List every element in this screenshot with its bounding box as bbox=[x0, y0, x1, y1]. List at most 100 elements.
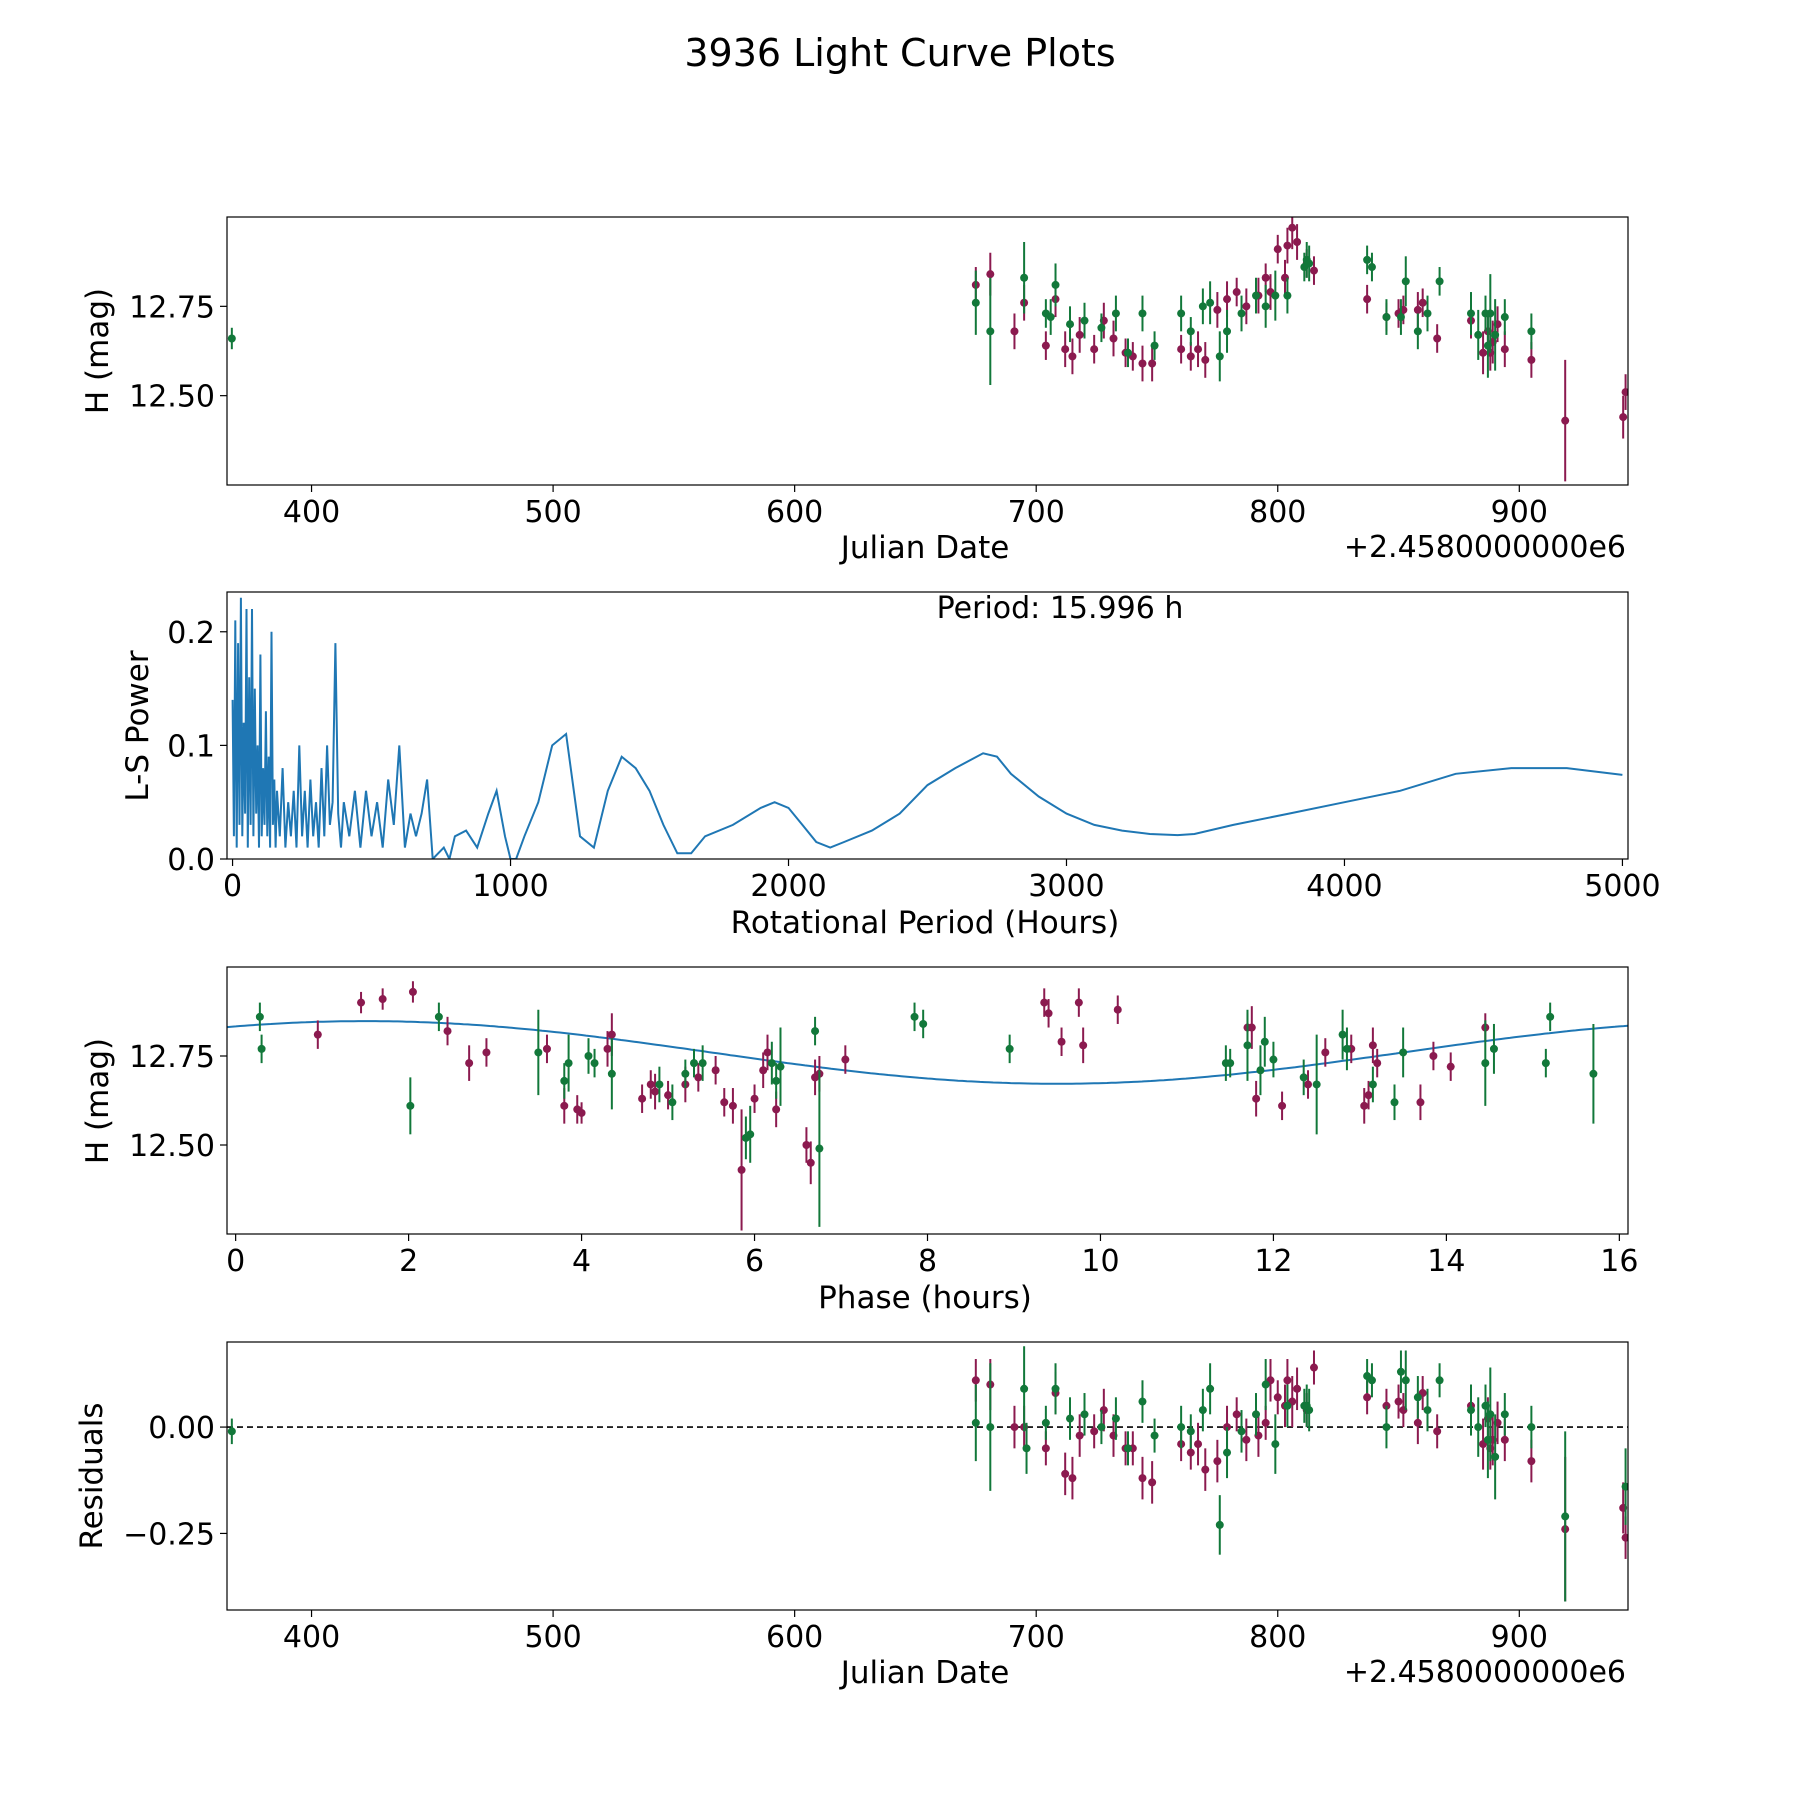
residuals-filter_b-point bbox=[1177, 1405, 1186, 1449]
data-marker bbox=[1201, 1465, 1210, 1474]
lightcurve-filter_b-point bbox=[1401, 256, 1410, 307]
phased-panel: 0 2 4 6 8 10 12 14 16 12.50 12.75 Phase (hours) H … bbox=[80, 966, 1638, 1316]
data-marker bbox=[1020, 1384, 1029, 1393]
data-marker bbox=[1066, 320, 1075, 329]
phased-filter_a-point bbox=[1247, 1006, 1256, 1049]
data-marker bbox=[1474, 1423, 1483, 1432]
phased-filter_b-point bbox=[406, 1077, 415, 1135]
data-marker bbox=[1342, 1044, 1351, 1053]
data-marker bbox=[1261, 1380, 1270, 1389]
data-marker bbox=[1232, 1410, 1241, 1419]
data-marker bbox=[1304, 1080, 1313, 1089]
data-marker bbox=[482, 1048, 491, 1057]
phased-filter_a-point bbox=[806, 1141, 815, 1185]
residuals-filter_b-point bbox=[1252, 1393, 1261, 1436]
lightcurve-filter_a-point bbox=[1619, 395, 1628, 439]
lightcurve-filter_b-point bbox=[1305, 245, 1314, 282]
residuals-filter_a-point bbox=[1201, 1448, 1210, 1491]
lightcurve-filter_a-point bbox=[1309, 256, 1318, 285]
phased-filter_b-point bbox=[698, 1045, 707, 1081]
data-marker bbox=[1416, 1098, 1425, 1107]
lightcurve-filter_a-point bbox=[1418, 288, 1427, 318]
phased-filter_b-point bbox=[772, 1063, 781, 1099]
data-marker bbox=[668, 1098, 677, 1107]
phased-filter_b-point bbox=[919, 1009, 928, 1039]
phased-axes: 0 2 4 6 8 10 12 14 16 12.50 12.75 bbox=[129, 1040, 1638, 1279]
lightcurve-filter_a-point bbox=[1075, 317, 1084, 353]
data-marker bbox=[590, 1059, 599, 1068]
data-marker bbox=[1527, 1423, 1536, 1432]
lightcurve-x-label: Julian Date bbox=[839, 530, 1010, 566]
residuals-filter_b-point bbox=[1097, 1410, 1106, 1445]
residuals-filter_b-point bbox=[1561, 1431, 1570, 1602]
lightcurve-y-tick-label: 12.50 bbox=[129, 380, 215, 415]
residuals-filter_b-point bbox=[1261, 1359, 1270, 1411]
lightcurve-filter_a-point bbox=[1273, 234, 1282, 264]
data-marker bbox=[841, 1055, 850, 1064]
data-marker bbox=[1020, 273, 1029, 282]
data-marker bbox=[1242, 1435, 1251, 1444]
data-marker bbox=[1138, 1474, 1147, 1483]
residuals-filter_a-point bbox=[1213, 1439, 1222, 1483]
residuals-filter_b-point bbox=[1206, 1363, 1215, 1415]
data-marker bbox=[1435, 277, 1444, 286]
phased-filter_b-point bbox=[1260, 1016, 1269, 1067]
data-marker bbox=[564, 1059, 573, 1068]
data-marker bbox=[772, 1076, 781, 1085]
data-marker bbox=[1283, 1376, 1292, 1385]
phased-filter_b-point bbox=[1243, 1009, 1252, 1081]
periodogram-axes: 0 1000 2000 3000 4000 5000 0.0 0.1 0.2 bbox=[167, 616, 1660, 904]
residuals-filter_a-point bbox=[1232, 1397, 1241, 1432]
data-marker bbox=[1283, 1401, 1292, 1410]
lightcurve-axes-frame bbox=[226, 216, 1629, 486]
lightcurve-filter_a-point bbox=[1500, 331, 1509, 368]
data-marker bbox=[1148, 1478, 1157, 1487]
data-marker bbox=[1500, 313, 1509, 322]
data-marker bbox=[690, 1059, 698, 1068]
lightcurve-x-tick-label: 800 bbox=[1249, 495, 1306, 530]
data-marker bbox=[1252, 1410, 1261, 1419]
residuals-filter_a-point bbox=[1010, 1405, 1019, 1449]
data-marker bbox=[560, 1076, 569, 1085]
data-marker bbox=[1080, 316, 1089, 325]
phased-filter_a-point bbox=[737, 1109, 746, 1231]
lightcurve-filter_b-point bbox=[1051, 263, 1060, 307]
data-marker bbox=[1446, 1062, 1455, 1071]
residuals-filter_b-point bbox=[1396, 1350, 1405, 1394]
phased-plot-area bbox=[227, 981, 1628, 1231]
periodogram-y-tick-label: 0.0 bbox=[167, 843, 215, 878]
data-marker bbox=[1066, 1414, 1075, 1423]
lightcurve-filter_a-point bbox=[1201, 342, 1210, 378]
residuals-filter_b-point bbox=[1223, 1427, 1232, 1479]
lightcurve-filter_b-point bbox=[1396, 299, 1405, 335]
data-marker bbox=[1194, 1440, 1203, 1449]
phased-filter_b-point bbox=[1489, 1023, 1498, 1074]
data-marker bbox=[560, 1101, 569, 1110]
phased-x-tick-label: 6 bbox=[745, 1244, 764, 1279]
data-marker bbox=[1466, 309, 1475, 318]
data-marker bbox=[772, 1105, 781, 1114]
data-marker bbox=[1097, 1423, 1106, 1432]
data-marker bbox=[1223, 327, 1232, 336]
periodogram-y-tick-label: 0.1 bbox=[167, 729, 215, 764]
phased-filter_a-point bbox=[638, 1084, 647, 1113]
data-marker bbox=[1399, 1048, 1408, 1057]
data-marker bbox=[1186, 327, 1195, 336]
periodogram-x-label: Rotational Period (Hours) bbox=[731, 905, 1120, 941]
data-marker bbox=[720, 1098, 729, 1107]
phased-filter_a-point bbox=[750, 1084, 759, 1113]
data-marker bbox=[1010, 1423, 1019, 1432]
data-marker bbox=[1051, 280, 1060, 289]
data-marker bbox=[1057, 1037, 1066, 1046]
phased-filter_b-point bbox=[1312, 1034, 1321, 1135]
data-marker bbox=[443, 1027, 452, 1036]
data-marker bbox=[1186, 1427, 1195, 1436]
residuals-filter_b-point bbox=[1020, 1346, 1029, 1432]
phased-filter_a-point bbox=[802, 1127, 811, 1163]
phased-filter_a-point bbox=[482, 1038, 491, 1067]
data-marker bbox=[1075, 1431, 1084, 1440]
phased-filter_a-point bbox=[1368, 1027, 1377, 1064]
residuals-y-tick-label: 0.00 bbox=[148, 1411, 215, 1446]
data-marker bbox=[910, 1012, 919, 1021]
data-marker bbox=[1113, 1005, 1122, 1014]
